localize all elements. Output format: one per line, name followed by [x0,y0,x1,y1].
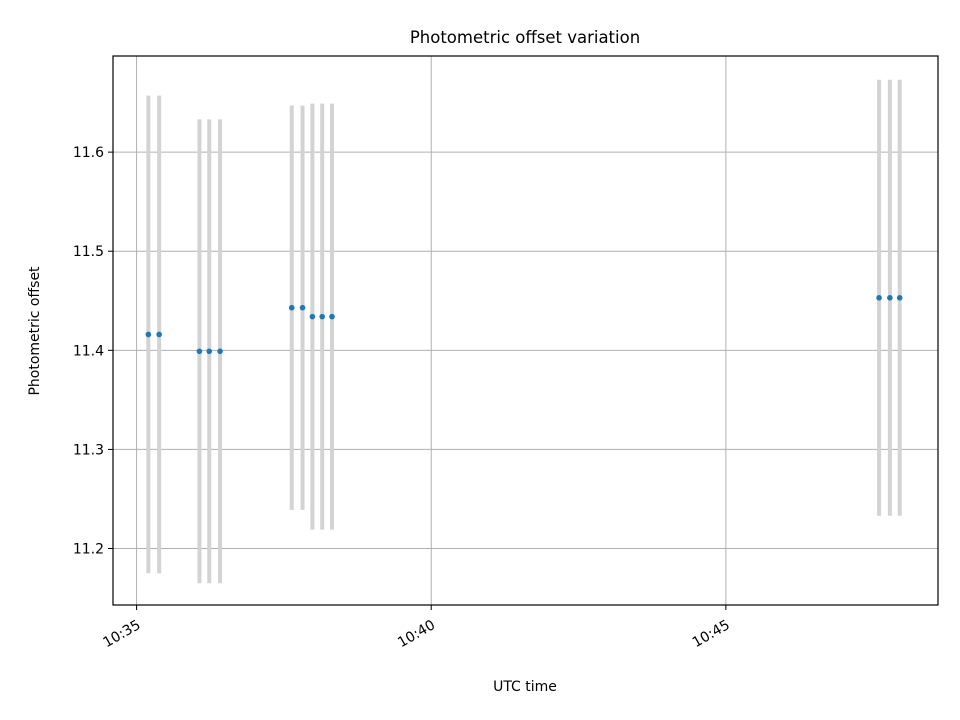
y-tick-label: 11.4 [73,343,104,359]
axis-ticks: 10:35 10:40 10:45 11.2 11.3 11.4 11.5 11.6 [73,145,733,651]
y-tick-label: 11.2 [73,542,104,558]
data-point [319,313,325,320]
data-point [288,304,295,311]
grid [113,56,938,605]
data-point [156,331,162,338]
y-tick-label: 11.5 [73,244,104,260]
data-point [196,348,203,355]
x-tick-label: 10:45 [690,617,733,651]
data-point [876,294,882,301]
data-point [887,294,893,301]
error-bars [146,79,902,584]
data-points [145,294,903,355]
data-point [206,348,213,355]
y-axis-label: Photometric offset [27,266,43,396]
plot-frame [112,55,939,606]
data-point [896,294,903,301]
x-tick-label: 10:40 [395,617,438,651]
chart-title: Photometric offset variation [410,28,640,47]
data-point [299,304,306,311]
y-tick-label: 11.6 [73,145,104,161]
data-point [217,348,223,355]
data-point [309,313,316,320]
x-axis-label: UTC time [493,679,557,695]
data-point [329,313,335,320]
y-tick-label: 11.3 [73,442,104,458]
data-point [145,331,152,338]
x-tick-label: 10:35 [101,617,144,651]
